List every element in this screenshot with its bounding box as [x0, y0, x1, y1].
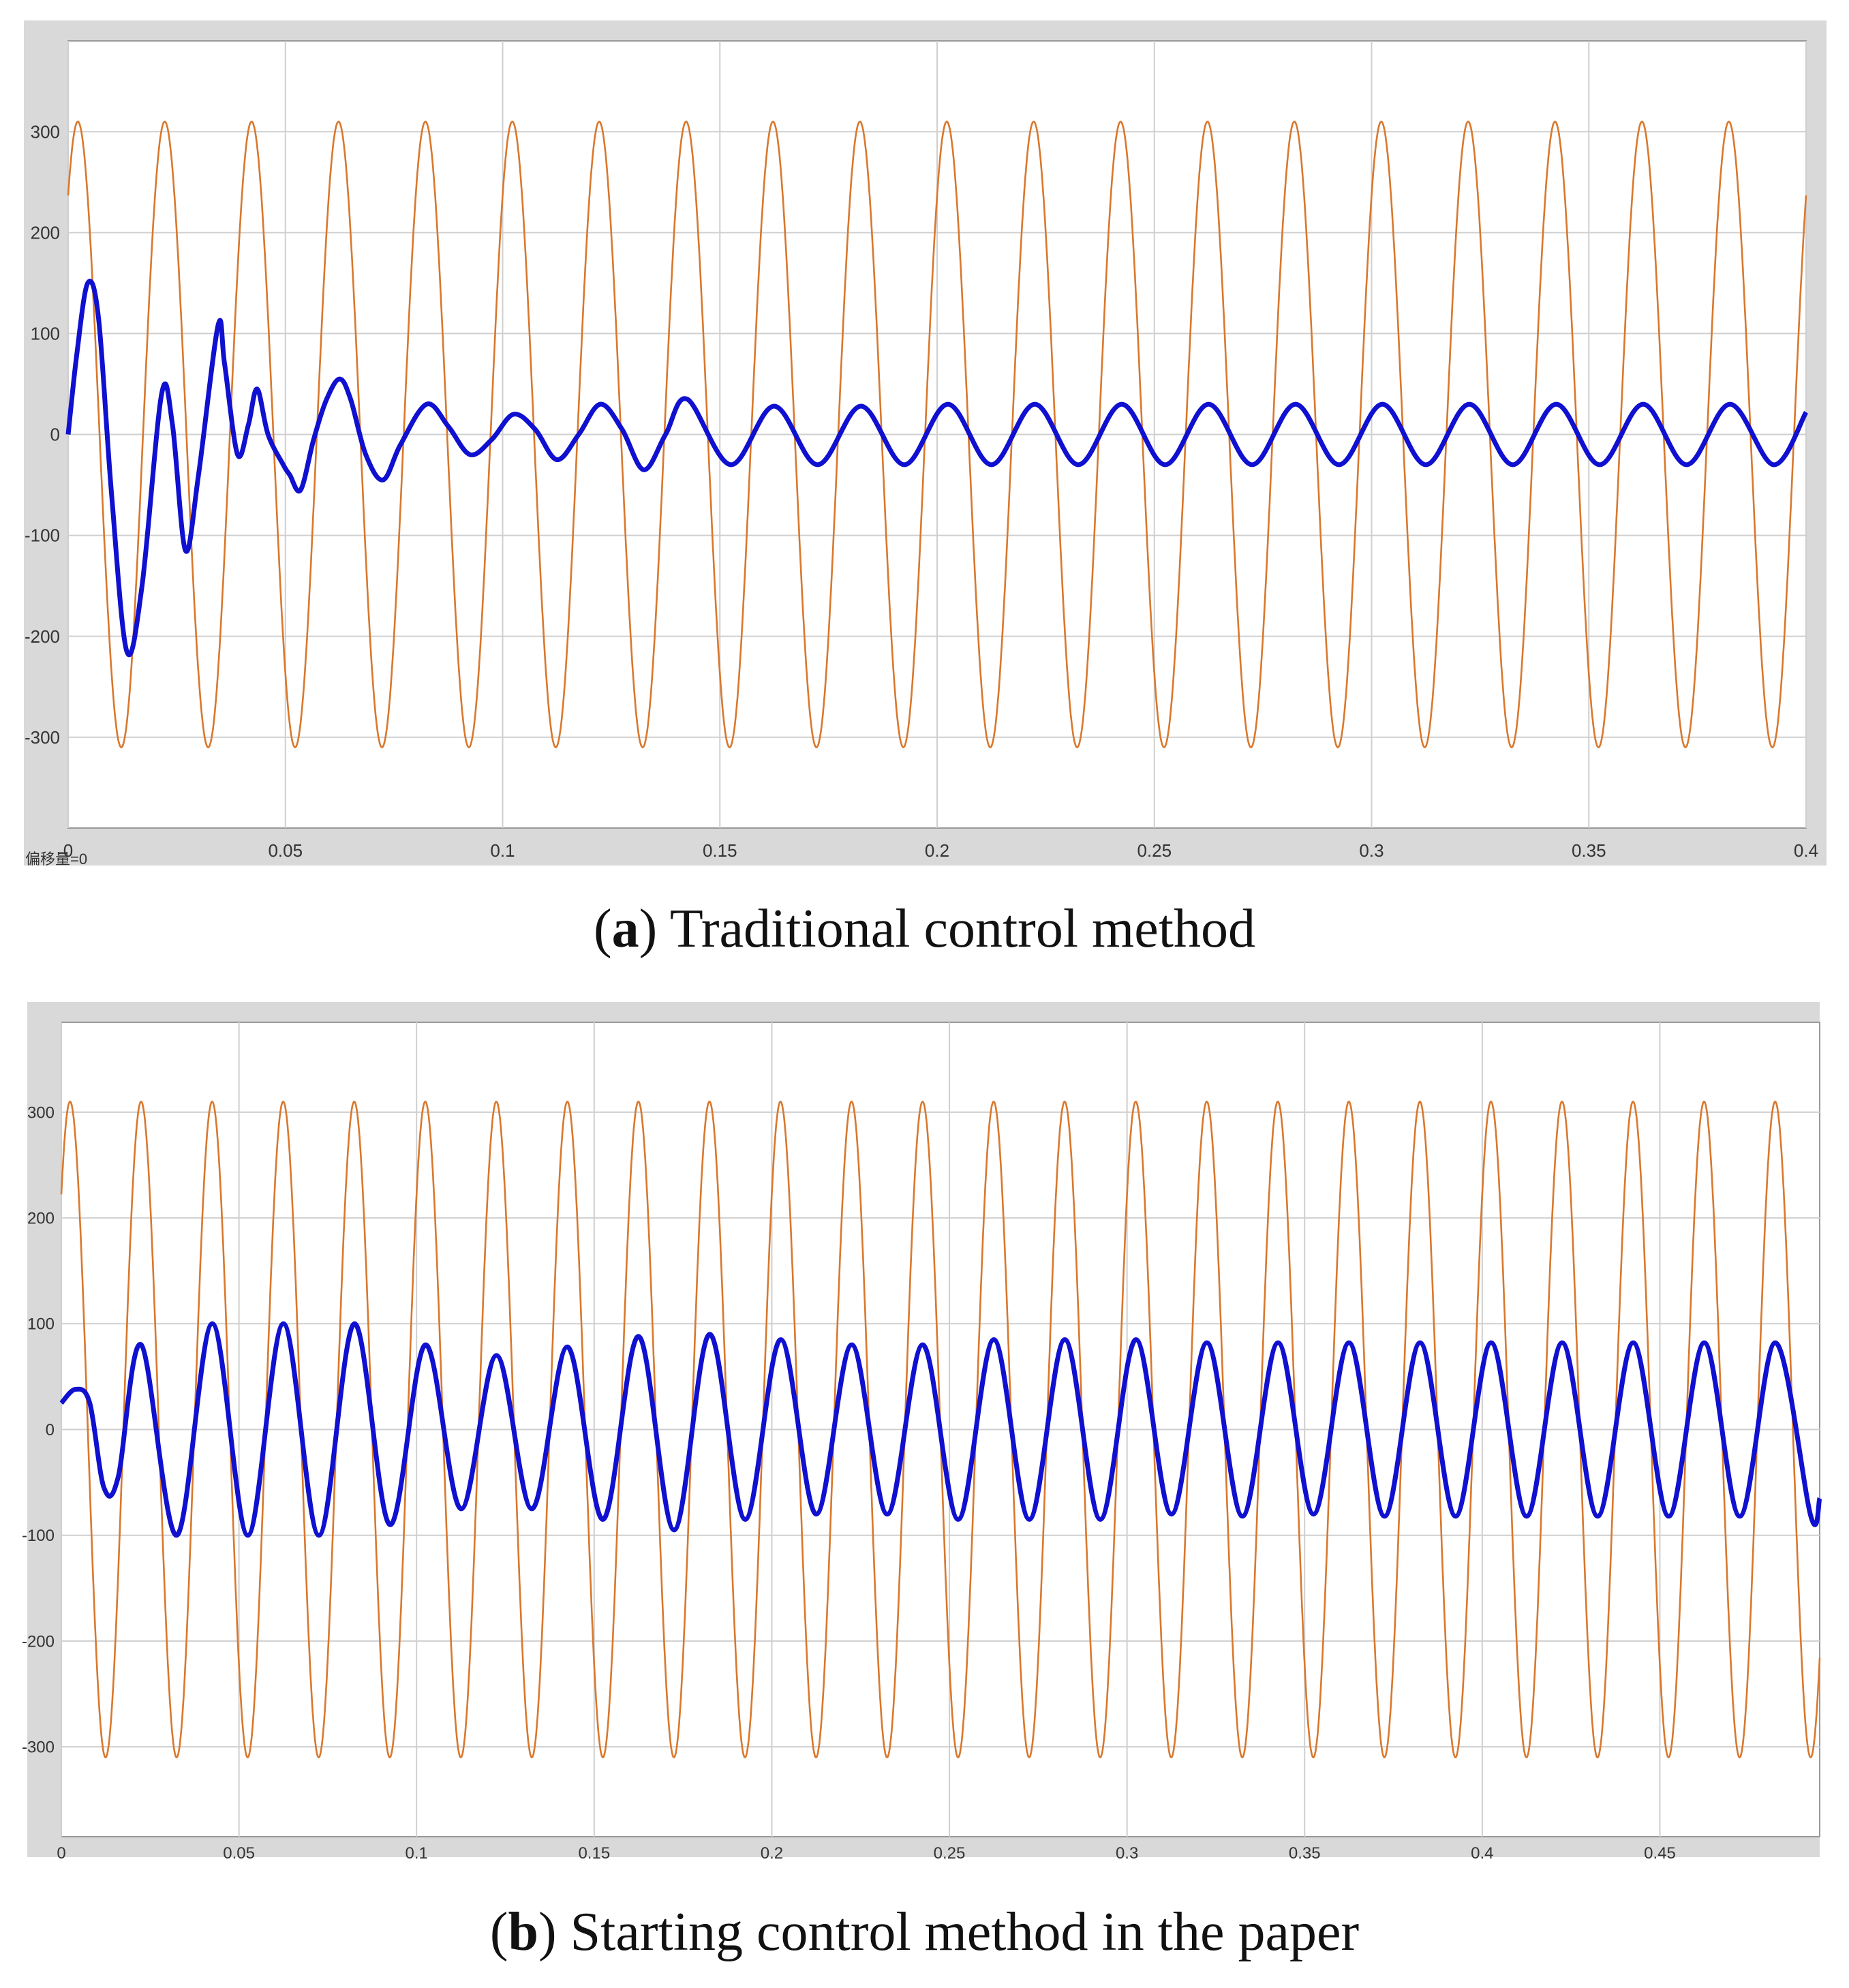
y-tick-label: 200 — [27, 1210, 55, 1228]
caption-a: (a) Traditional control method — [593, 899, 1256, 959]
y-tick-label: -200 — [25, 626, 60, 647]
x-tick-label: 0 — [63, 840, 73, 861]
x-tick-label: 0.45 — [1644, 1844, 1676, 1863]
x-tick-label: 0.4 — [1794, 840, 1818, 861]
x-tick-label: 0.4 — [1471, 1844, 1493, 1863]
x-tick-label: 0.05 — [268, 840, 303, 861]
y-tick-label: 200 — [31, 222, 60, 243]
x-tick-label: 0.25 — [1137, 840, 1172, 861]
y-tick-label: 0 — [46, 1421, 55, 1439]
x-tick-label: 0.35 — [1289, 1844, 1321, 1863]
chart-panel-a: 0 0.05 0.1 0.15 0.2 0.25 0.3 0.35 0.4 300 200 100 0 -… — [0, 0, 1849, 981]
y-tick-label: -300 — [22, 1738, 55, 1756]
x-tick-label: 0.25 — [934, 1844, 966, 1863]
x-tick-label: 0 — [57, 1844, 65, 1863]
caption-b: (b) Starting control method in the paper — [489, 1902, 1360, 1962]
corner-text: 偏移量=0 — [25, 851, 87, 868]
y-tick-label: -200 — [22, 1632, 55, 1651]
x-tick-label: 0.2 — [761, 1844, 783, 1863]
y-tick-label: -100 — [22, 1527, 55, 1545]
y-tick-label: -300 — [25, 727, 60, 748]
y-tick-label: 100 — [27, 1315, 55, 1334]
series-blue-line — [65, 278, 1809, 658]
x-tick-label: 0.1 — [490, 840, 515, 861]
x-tick-label: 0.35 — [1572, 840, 1606, 861]
x-tick-label: 0.15 — [703, 840, 737, 861]
caption-b-text: Starting control method in the paper — [570, 1902, 1360, 1962]
y-tick-label: 300 — [27, 1103, 55, 1122]
x-tick-label: 0.15 — [578, 1844, 610, 1863]
caption-a-label: a — [611, 899, 639, 959]
caption-a-text: Traditional control method — [669, 899, 1256, 959]
y-tick-label: 0 — [50, 425, 60, 445]
chart-panel-b: 0 0.05 0.1 0.15 0.2 0.25 0.3 0.35 0.4 0.45 300 200 1… — [0, 981, 1849, 1988]
x-tick-label: 0.05 — [223, 1844, 255, 1863]
series-blue-line — [59, 1321, 1822, 1538]
y-tick-label: 300 — [31, 121, 60, 142]
y-tick-label: -100 — [25, 525, 60, 546]
x-tick-label: 0.3 — [1359, 840, 1384, 861]
caption-b-label: b — [508, 1902, 539, 1962]
chart-b-svg: 0 0.05 0.1 0.15 0.2 0.25 0.3 0.35 0.4 0.45 300 200 1… — [22, 1002, 1822, 1863]
series-orange-line — [67, 121, 1807, 748]
y-tick-label: 100 — [31, 324, 60, 344]
x-tick-label: 0.1 — [406, 1844, 428, 1863]
x-tick-label: 0.3 — [1116, 1844, 1138, 1863]
chart-a-svg: 0 0.05 0.1 0.15 0.2 0.25 0.3 0.35 0.4 300 200 100 0 -… — [24, 20, 1827, 868]
x-tick-label: 0.2 — [925, 840, 949, 861]
